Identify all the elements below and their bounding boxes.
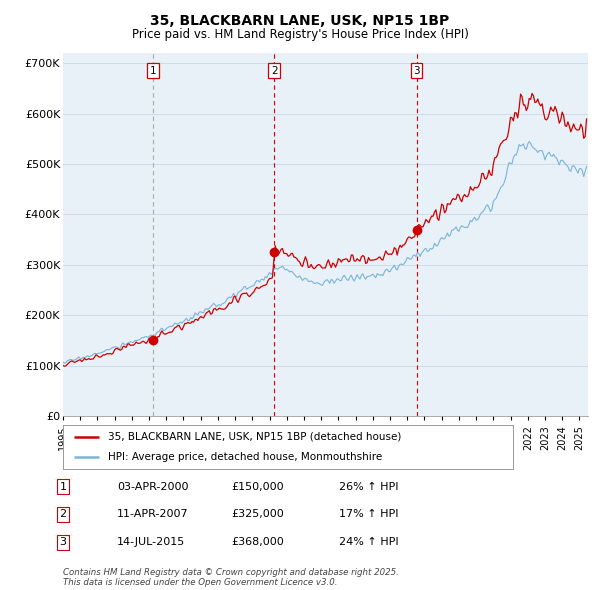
- Text: 2: 2: [271, 66, 278, 76]
- Text: 11-APR-2007: 11-APR-2007: [117, 510, 188, 519]
- Text: 35, BLACKBARN LANE, USK, NP15 1BP: 35, BLACKBARN LANE, USK, NP15 1BP: [151, 14, 449, 28]
- Text: 3: 3: [413, 66, 420, 76]
- Text: 24% ↑ HPI: 24% ↑ HPI: [339, 537, 398, 547]
- Text: 2: 2: [59, 510, 67, 519]
- Text: £150,000: £150,000: [231, 482, 284, 491]
- Text: 26% ↑ HPI: 26% ↑ HPI: [339, 482, 398, 491]
- Text: 17% ↑ HPI: 17% ↑ HPI: [339, 510, 398, 519]
- Text: Price paid vs. HM Land Registry's House Price Index (HPI): Price paid vs. HM Land Registry's House …: [131, 28, 469, 41]
- Text: £368,000: £368,000: [231, 537, 284, 547]
- Text: Contains HM Land Registry data © Crown copyright and database right 2025.
This d: Contains HM Land Registry data © Crown c…: [63, 568, 399, 587]
- Text: 1: 1: [150, 66, 157, 76]
- Text: HPI: Average price, detached house, Monmouthshire: HPI: Average price, detached house, Monm…: [108, 452, 382, 462]
- Text: 14-JUL-2015: 14-JUL-2015: [117, 537, 185, 547]
- Text: 35, BLACKBARN LANE, USK, NP15 1BP (detached house): 35, BLACKBARN LANE, USK, NP15 1BP (detac…: [108, 432, 401, 442]
- Text: 03-APR-2000: 03-APR-2000: [117, 482, 188, 491]
- Text: 1: 1: [59, 482, 67, 491]
- Text: 3: 3: [59, 537, 67, 547]
- Text: £325,000: £325,000: [231, 510, 284, 519]
